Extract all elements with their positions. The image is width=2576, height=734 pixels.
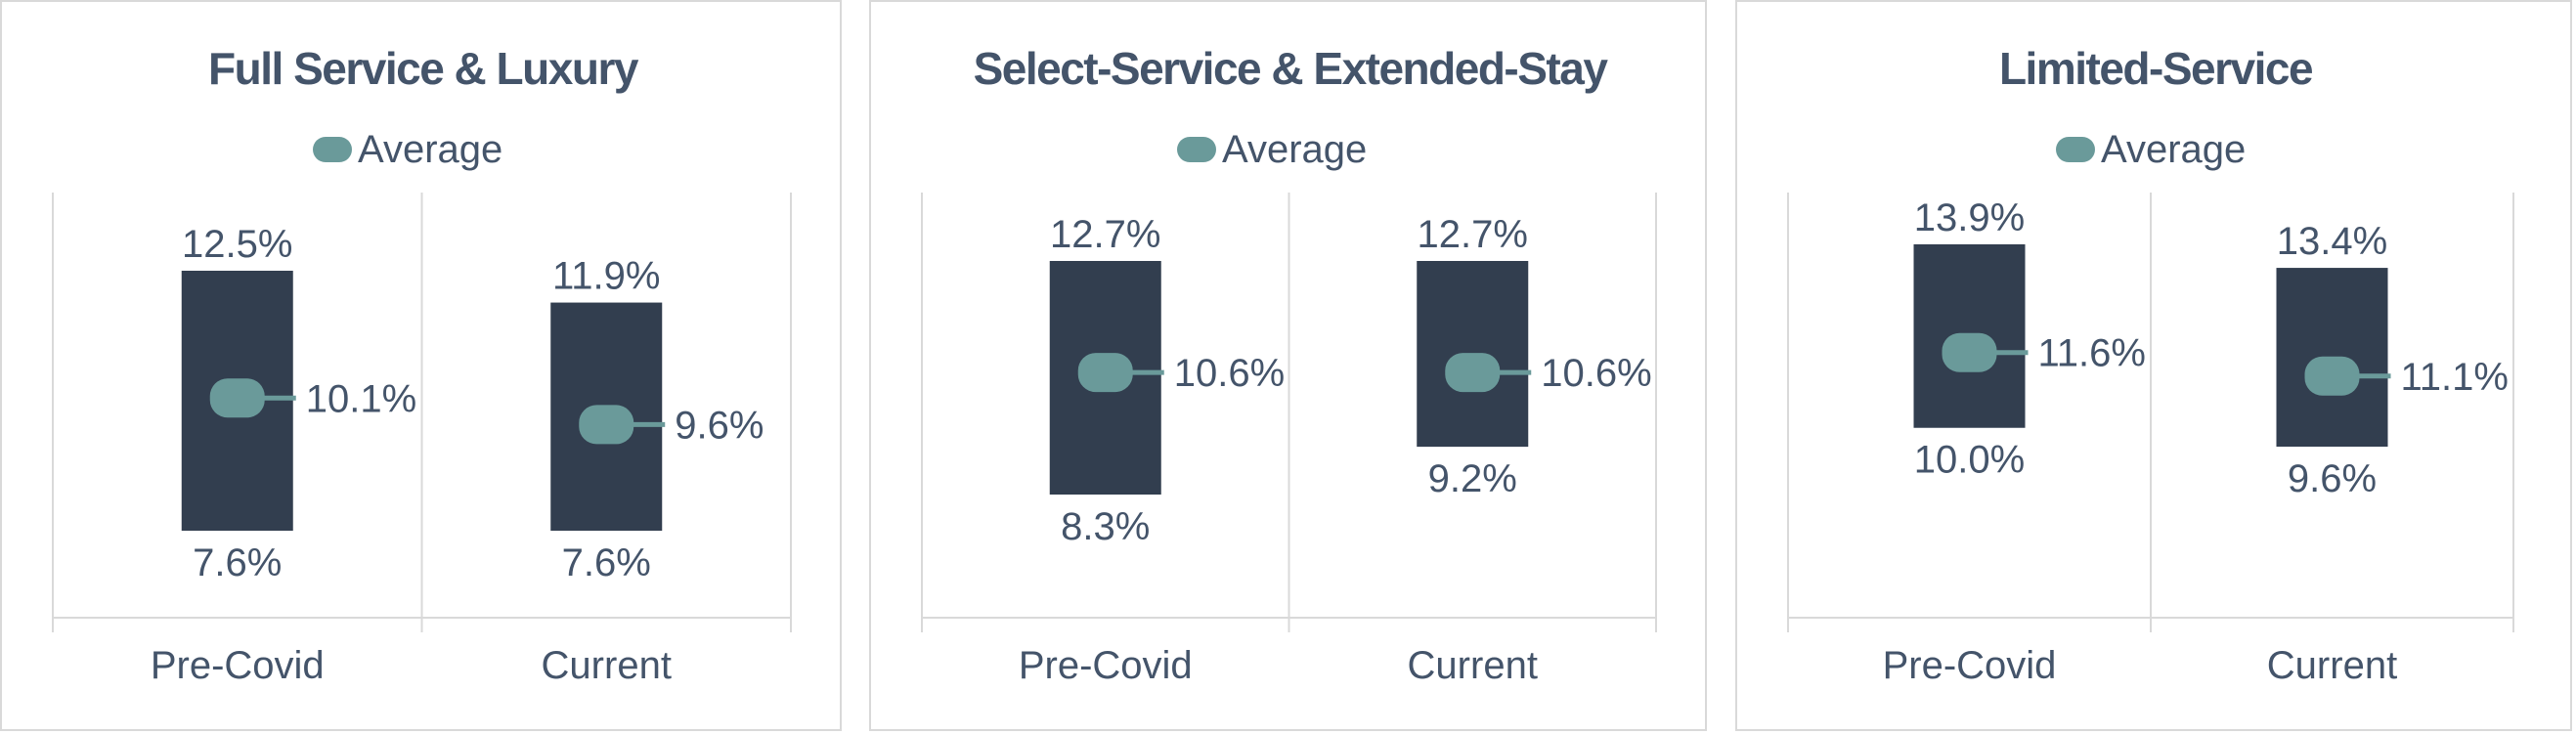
chart-title: Select-Service & Extended-Stay	[974, 43, 1609, 94]
data-label-low: 8.3%	[1061, 505, 1150, 548]
data-label-high: 11.9%	[552, 255, 660, 298]
data-label-average: 11.6%	[2038, 332, 2146, 375]
data-label-high: 12.7%	[1050, 213, 1160, 256]
legend-marker-average	[1177, 137, 1216, 162]
data-label-average: 10.6%	[1174, 352, 1285, 395]
chart-svg-1: Full Service & Luxury Average 12.5% 7.6% 10.…	[52, 43, 792, 687]
data-label-low: 7.6%	[562, 541, 651, 584]
data-label-low: 9.6%	[2288, 457, 2377, 500]
average-marker	[1445, 353, 1501, 393]
data-label-high: 12.5%	[182, 223, 292, 266]
data-label-high: 13.4%	[2277, 220, 2387, 263]
chart-svg-3: Limited-Service Average 13.9% 10.0% 11.6% Pre…	[1787, 43, 2514, 687]
x-tick-label: Current	[2267, 644, 2397, 687]
data-label-average: 9.6%	[675, 404, 764, 447]
x-tick-label: Pre-Covid	[151, 644, 325, 687]
data-label-average: 11.1%	[2401, 356, 2509, 399]
chart-panel-3: Limited-Service Average 13.9% 10.0% 11.6% Pre…	[1735, 0, 2572, 731]
average-marker	[579, 405, 634, 445]
data-label-average: 10.1%	[306, 377, 416, 420]
average-marker	[1942, 332, 1997, 372]
x-tick-label: Current	[1408, 644, 1538, 687]
data-label-high: 13.9%	[1914, 196, 2025, 239]
chart-title: Full Service & Luxury	[208, 43, 639, 94]
data-label-high: 12.7%	[1418, 213, 1528, 256]
x-tick-label: Pre-Covid	[1883, 644, 2057, 687]
legend-label-average: Average	[358, 128, 502, 171]
legend-marker-average	[313, 137, 352, 162]
data-label-low: 10.0%	[1914, 439, 2025, 482]
chart-panel-2: Select-Service & Extended-Stay Average 12.…	[869, 0, 1707, 731]
legend-marker-average	[2056, 137, 2095, 162]
legend-label-average: Average	[1222, 128, 1367, 171]
chart-title: Limited-Service	[1999, 43, 2313, 94]
data-label-low: 7.6%	[193, 541, 282, 584]
data-label-low: 9.2%	[1428, 457, 1517, 500]
data-label-average: 10.6%	[1541, 352, 1651, 395]
average-marker	[209, 378, 265, 418]
chart-panel-1: Full Service & Luxury Average 12.5% 7.6% 10.…	[0, 0, 842, 731]
legend-label-average: Average	[2101, 128, 2246, 171]
average-marker	[2304, 356, 2360, 396]
x-tick-label: Current	[542, 644, 672, 687]
x-tick-label: Pre-Covid	[1019, 644, 1193, 687]
average-marker	[1077, 353, 1133, 393]
chart-svg-2: Select-Service & Extended-Stay Average 12.…	[921, 43, 1657, 687]
